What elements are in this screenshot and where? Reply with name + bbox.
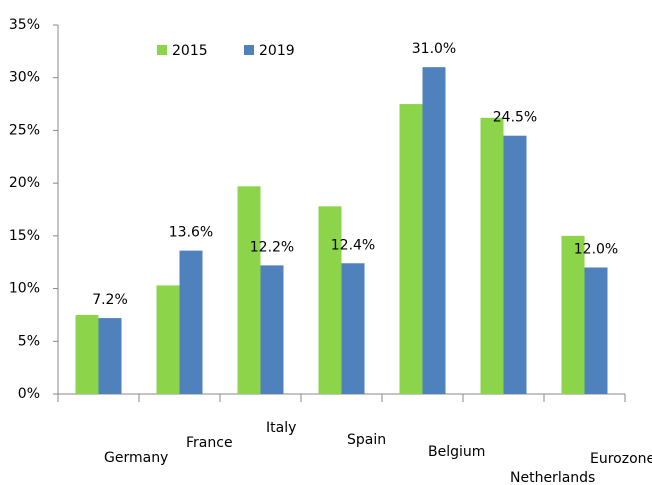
bar bbox=[503, 135, 527, 394]
data-label: 13.6% bbox=[169, 225, 213, 241]
bar bbox=[561, 235, 585, 394]
legend-label: 2019 bbox=[259, 43, 295, 59]
bar bbox=[584, 267, 608, 394]
x-tick-label: Eurozone bbox=[590, 451, 652, 467]
y-tick-label: 30% bbox=[9, 70, 40, 86]
bar bbox=[422, 67, 446, 395]
bar bbox=[75, 314, 99, 394]
bar bbox=[98, 318, 122, 394]
bar bbox=[399, 104, 423, 395]
x-tick-label: Germany bbox=[104, 450, 168, 466]
bar bbox=[260, 265, 284, 394]
y-tick-label: 5% bbox=[18, 333, 40, 349]
x-tick-label: France bbox=[186, 435, 233, 451]
bar bbox=[237, 186, 261, 394]
x-tick-label: Belgium bbox=[428, 444, 485, 460]
data-label: 7.2% bbox=[92, 292, 128, 308]
data-label: 31.0% bbox=[412, 41, 456, 57]
x-tick-label: Netherlands bbox=[510, 470, 595, 485]
bar bbox=[156, 285, 180, 394]
bar bbox=[341, 263, 365, 394]
y-tick-label: 35% bbox=[9, 17, 40, 33]
bar bbox=[318, 206, 342, 394]
y-tick-label: 0% bbox=[18, 386, 40, 402]
y-tick-label: 10% bbox=[9, 281, 40, 297]
data-label: 12.2% bbox=[250, 239, 294, 255]
data-label: 24.5% bbox=[493, 110, 537, 126]
legend-swatch bbox=[244, 45, 254, 55]
legend-label: 2015 bbox=[172, 43, 208, 59]
data-label: 12.4% bbox=[331, 237, 375, 253]
legend-swatch bbox=[157, 45, 167, 55]
x-tick-label: Spain bbox=[347, 432, 386, 448]
bar bbox=[480, 117, 504, 394]
y-tick-label: 15% bbox=[9, 228, 40, 244]
y-tick-label: 20% bbox=[9, 175, 40, 191]
y-tick-label: 25% bbox=[9, 122, 40, 138]
x-tick-label: Italy bbox=[266, 420, 296, 436]
data-label: 12.0% bbox=[574, 241, 618, 257]
bar bbox=[179, 250, 203, 394]
